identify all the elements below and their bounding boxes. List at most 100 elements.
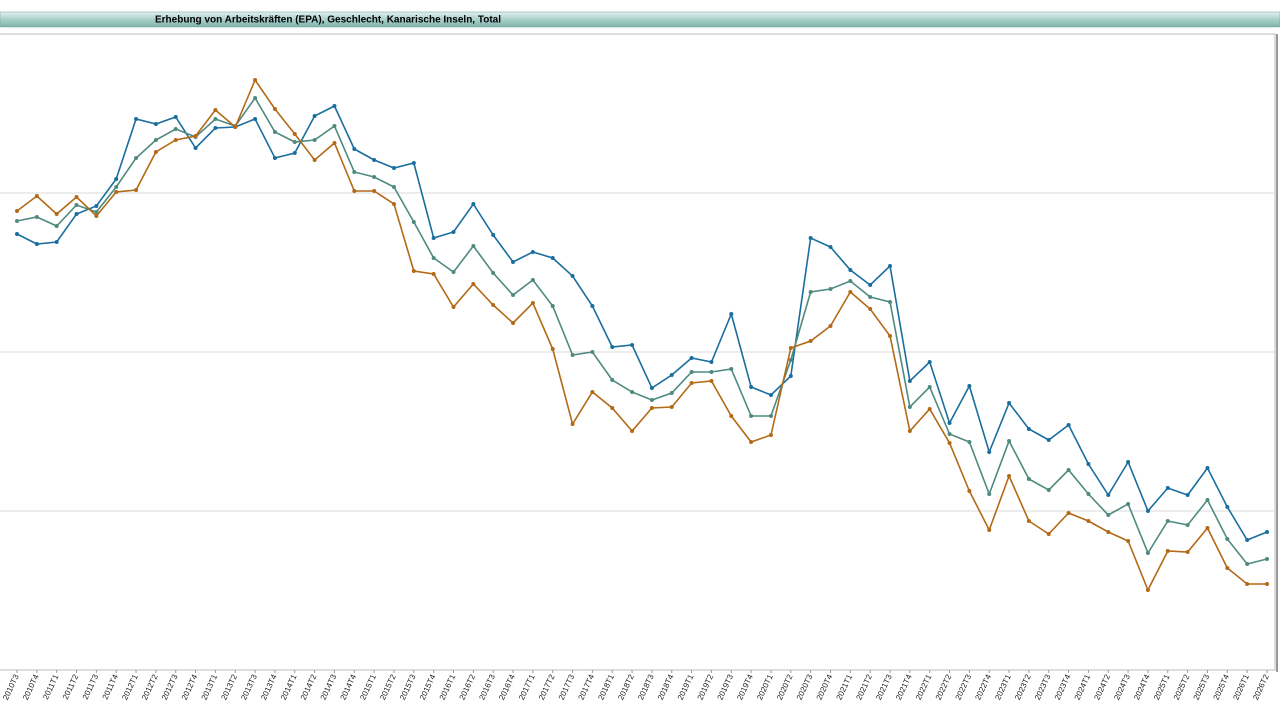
data-point bbox=[114, 190, 119, 194]
data-point bbox=[491, 303, 496, 307]
data-point bbox=[848, 268, 853, 272]
data-point bbox=[1106, 530, 1111, 534]
data-point bbox=[570, 353, 575, 357]
x-tick-label: 2017T1 bbox=[517, 673, 537, 702]
data-point bbox=[550, 347, 555, 351]
x-tick-label: 2011T3 bbox=[81, 673, 101, 701]
series-line bbox=[16, 104, 1268, 541]
data-point bbox=[134, 117, 139, 121]
x-tick-label: 2018T4 bbox=[656, 673, 676, 702]
x-tick-label: 2023T2 bbox=[1013, 673, 1033, 702]
data-point bbox=[1007, 401, 1012, 405]
data-point bbox=[788, 346, 793, 350]
data-point bbox=[352, 189, 357, 193]
data-point bbox=[292, 132, 297, 136]
data-point bbox=[1066, 423, 1071, 427]
data-point bbox=[808, 339, 813, 343]
data-point bbox=[193, 146, 198, 150]
data-point bbox=[491, 271, 496, 275]
chart-title: Erhebung von Arbeitskräften (EPA), Gesch… bbox=[155, 15, 501, 26]
data-point bbox=[768, 393, 773, 397]
data-point bbox=[888, 334, 893, 338]
x-tick-label: 2023T1 bbox=[993, 673, 1013, 702]
data-point bbox=[74, 195, 79, 199]
data-point bbox=[570, 274, 575, 278]
data-point bbox=[511, 293, 516, 297]
data-point bbox=[1265, 582, 1269, 586]
x-tick-label: 2012T4 bbox=[180, 673, 200, 702]
data-point bbox=[74, 212, 79, 216]
x-tick-label: 2017T2 bbox=[537, 673, 557, 702]
data-point bbox=[391, 166, 396, 170]
x-tick-label: 2011T2 bbox=[61, 673, 81, 701]
x-tick-label: 2026T1 bbox=[1231, 673, 1251, 702]
data-point bbox=[1007, 439, 1012, 443]
data-point bbox=[868, 307, 873, 311]
data-point bbox=[987, 450, 992, 454]
x-tick-label: 2016T1 bbox=[438, 673, 458, 702]
data-point bbox=[630, 429, 635, 433]
data-point bbox=[451, 305, 456, 309]
data-point bbox=[669, 405, 674, 409]
data-point bbox=[1205, 466, 1210, 470]
data-point bbox=[888, 300, 893, 304]
x-tick-label: 2017T3 bbox=[557, 673, 577, 702]
x-tick-label: 2012T2 bbox=[140, 673, 160, 702]
x-tick-label: 2013T1 bbox=[200, 673, 220, 702]
data-point bbox=[1245, 562, 1250, 566]
x-tick-label: 2026T2 bbox=[1251, 673, 1271, 702]
data-point bbox=[550, 304, 555, 308]
data-point bbox=[848, 290, 853, 294]
data-point bbox=[630, 390, 635, 394]
data-point bbox=[927, 360, 932, 364]
data-point bbox=[1145, 551, 1150, 555]
x-tick-label: 2014T1 bbox=[279, 673, 299, 702]
data-point bbox=[808, 290, 813, 294]
data-point bbox=[947, 441, 952, 445]
data-point bbox=[431, 236, 436, 240]
data-point bbox=[689, 381, 694, 385]
data-point bbox=[253, 117, 258, 121]
data-point bbox=[411, 220, 416, 224]
data-point bbox=[1086, 492, 1091, 496]
data-point bbox=[709, 370, 714, 374]
data-point bbox=[213, 108, 218, 112]
data-point bbox=[868, 295, 873, 299]
data-point bbox=[15, 232, 19, 236]
data-point bbox=[34, 194, 39, 198]
data-point bbox=[570, 422, 575, 426]
data-point bbox=[213, 126, 218, 130]
data-point bbox=[1205, 526, 1210, 530]
data-point bbox=[312, 114, 317, 118]
x-tick-label: 2025T2 bbox=[1172, 673, 1192, 702]
data-point bbox=[1026, 427, 1031, 431]
data-point bbox=[967, 489, 972, 493]
data-point bbox=[828, 324, 833, 328]
data-point bbox=[729, 312, 734, 316]
x-tick-label: 2019T1 bbox=[676, 673, 696, 702]
x-tick-label: 2024T3 bbox=[1112, 673, 1132, 702]
x-tick-label: 2021T1 bbox=[835, 673, 855, 702]
data-point bbox=[94, 214, 99, 218]
data-point bbox=[828, 245, 833, 249]
x-tick-label: 2025T1 bbox=[1152, 673, 1172, 702]
x-tick-label: 2019T2 bbox=[696, 673, 716, 702]
data-point bbox=[907, 429, 912, 433]
data-point bbox=[1126, 502, 1131, 506]
data-point bbox=[1165, 486, 1170, 490]
data-point bbox=[253, 96, 258, 100]
x-tick-label: 2014T2 bbox=[299, 673, 319, 702]
data-point bbox=[907, 405, 912, 409]
data-point bbox=[312, 138, 317, 142]
data-point bbox=[927, 385, 932, 389]
data-point bbox=[1086, 519, 1091, 523]
data-point bbox=[1126, 539, 1131, 543]
data-point bbox=[431, 272, 436, 276]
data-point bbox=[272, 107, 277, 111]
data-point bbox=[1265, 530, 1269, 534]
data-point bbox=[54, 224, 59, 228]
x-tick-label: 2021T3 bbox=[874, 673, 894, 702]
data-point bbox=[292, 140, 297, 144]
data-point bbox=[114, 177, 119, 181]
